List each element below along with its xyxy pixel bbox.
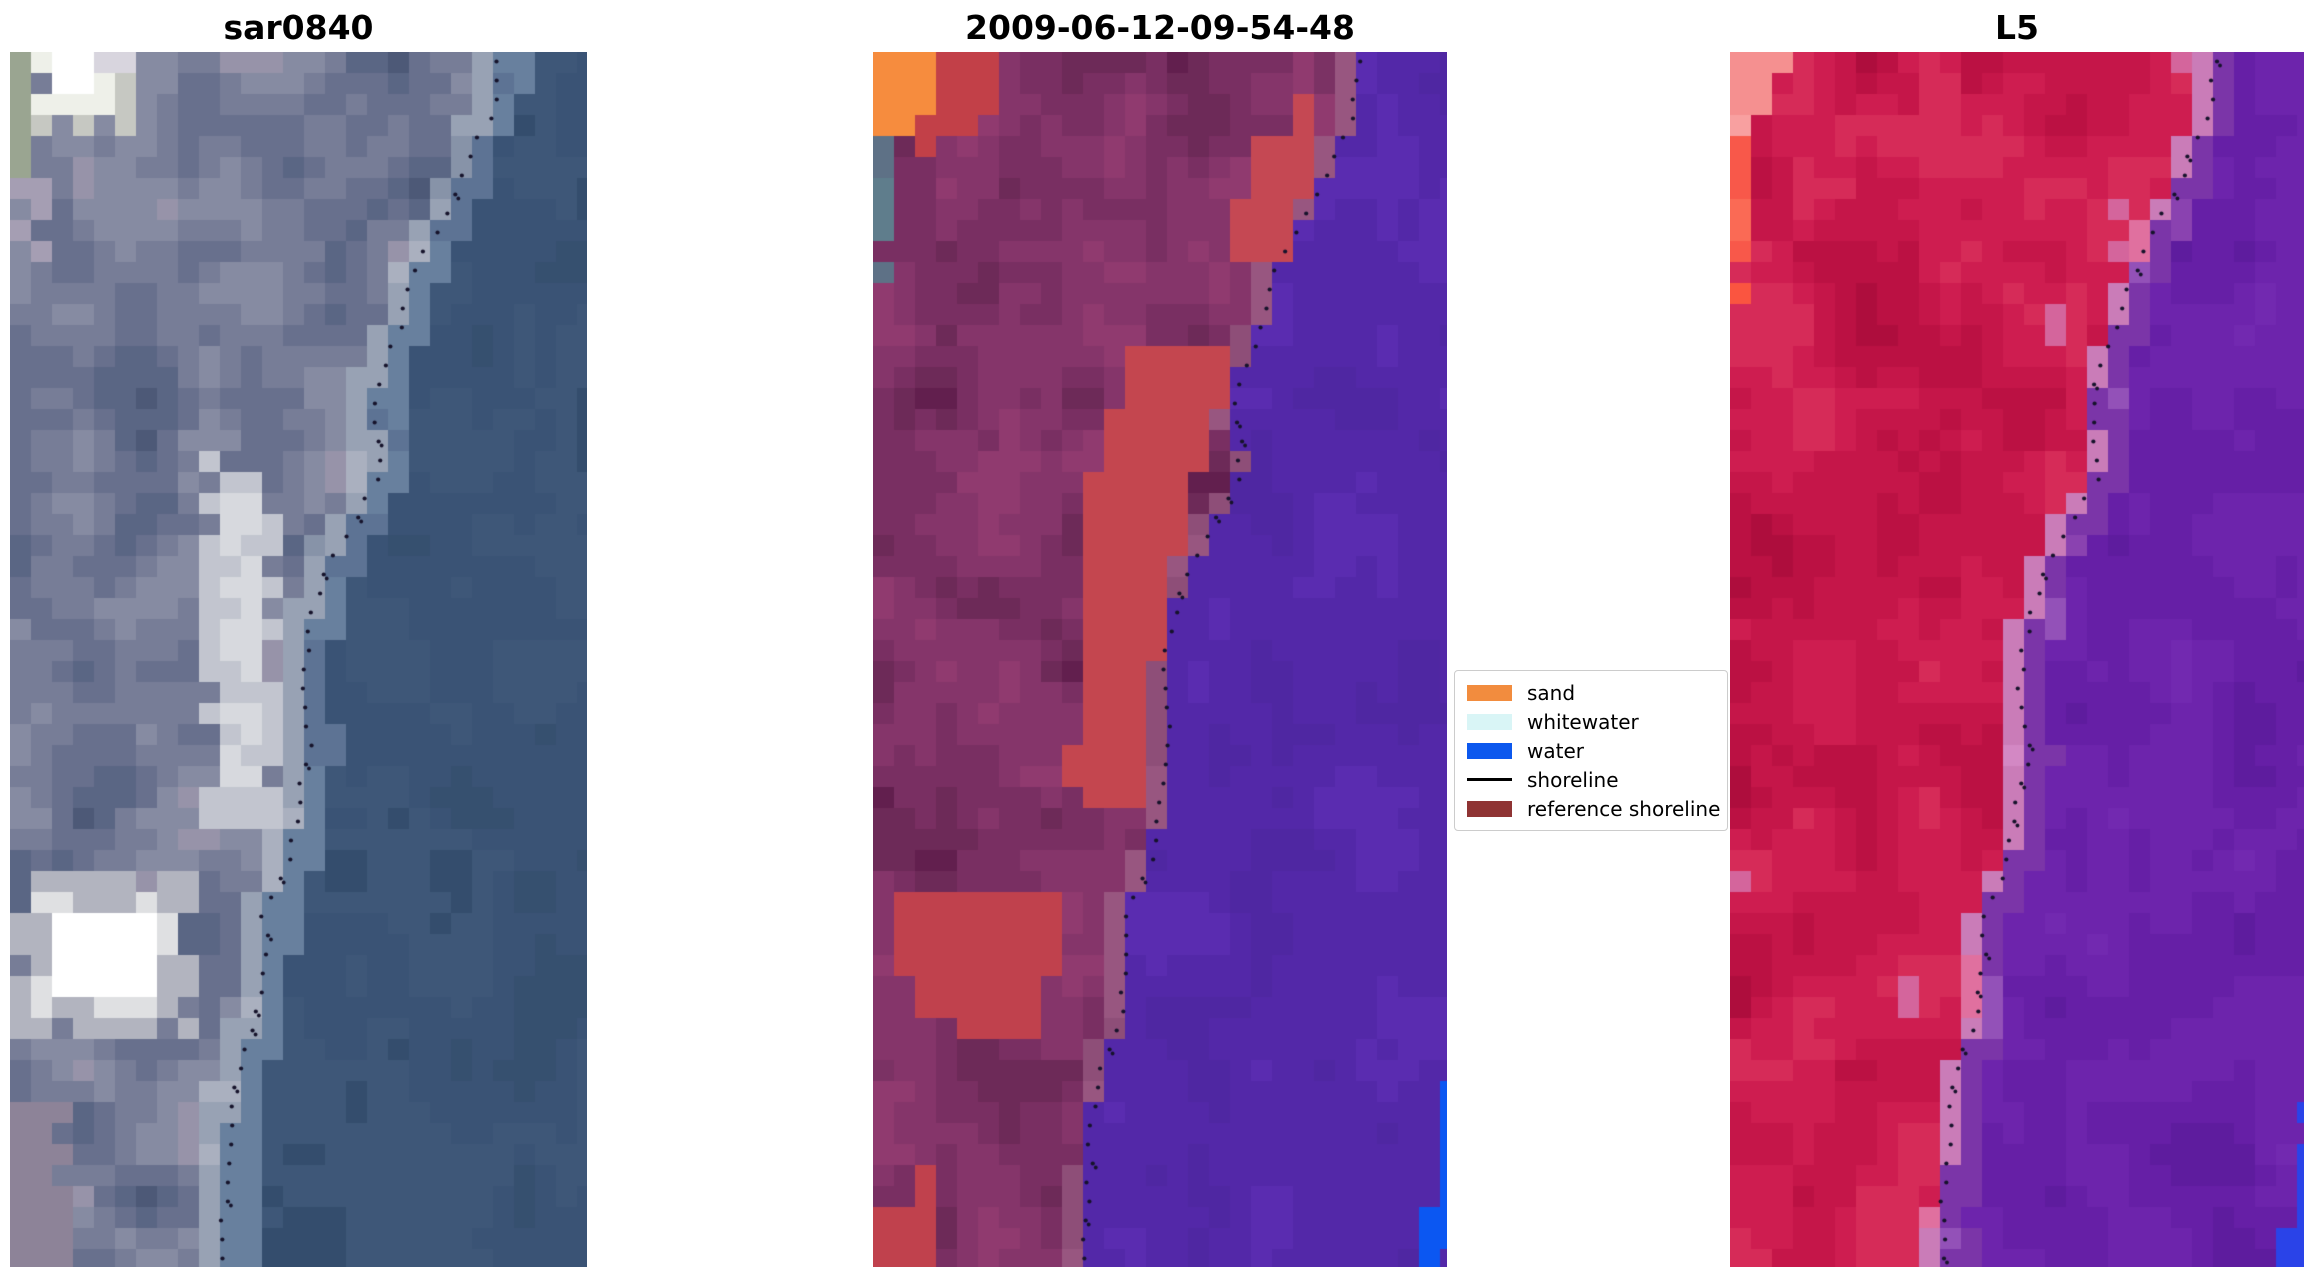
legend-swatch-shoreline xyxy=(1467,772,1512,788)
legend-label: shoreline xyxy=(1527,767,1619,792)
panel-title-sar0840: sar0840 xyxy=(223,8,374,47)
shoreline-line-icon xyxy=(1467,778,1512,781)
legend-item: reference shoreline xyxy=(1458,794,1721,823)
legend-item: water xyxy=(1458,736,1721,765)
legend-item: whitewater xyxy=(1458,707,1721,736)
classification-image-panel xyxy=(873,52,1447,1267)
legend-label: whitewater xyxy=(1527,709,1639,734)
legend-label: water xyxy=(1527,738,1584,763)
legend-swatch-water xyxy=(1467,742,1512,759)
legend-label: sand xyxy=(1527,680,1576,705)
legend-item: sand xyxy=(1458,678,1721,707)
legend-item: shoreline xyxy=(1458,765,1721,794)
panel-title-l5: L5 xyxy=(1995,8,2039,47)
l5-image-panel xyxy=(1730,52,2304,1267)
panel-title-date: 2009-06-12-09-54-48 xyxy=(965,8,1355,47)
legend-label: reference shoreline xyxy=(1527,796,1721,821)
legend-swatch-reference-shoreline xyxy=(1467,800,1512,817)
legend: sand whitewater water shoreline reference sh… xyxy=(1454,670,1728,831)
legend-swatch-whitewater xyxy=(1467,713,1512,730)
sar-image-panel xyxy=(10,52,587,1267)
legend-swatch-sand xyxy=(1467,684,1512,701)
